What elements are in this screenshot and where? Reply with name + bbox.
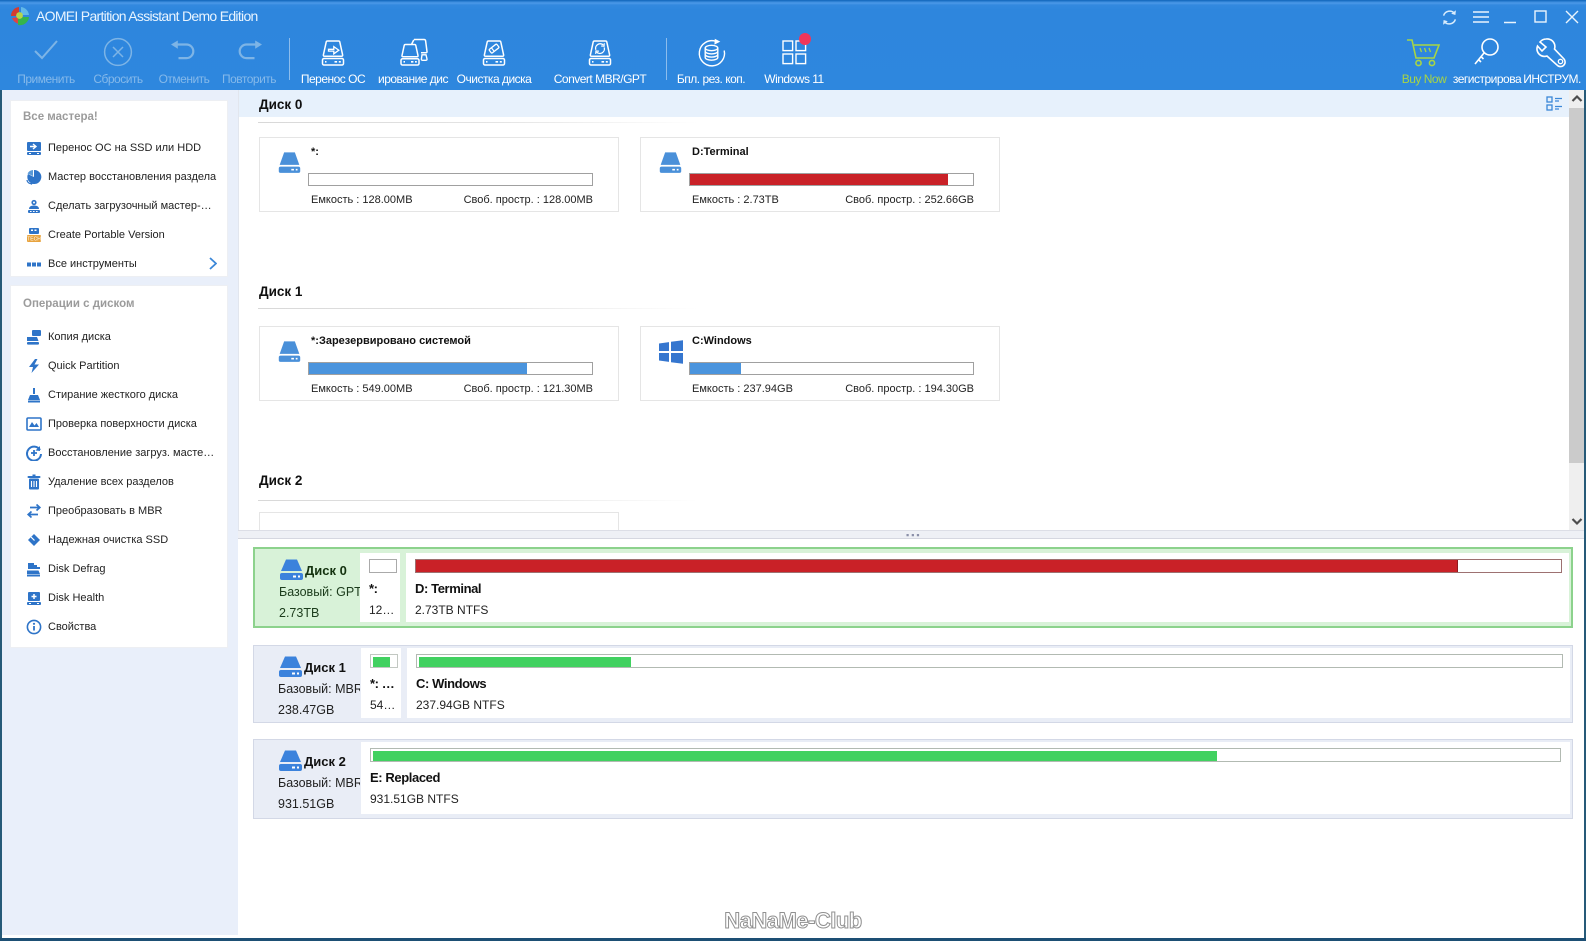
- svg-text:TECH: TECH: [27, 236, 41, 242]
